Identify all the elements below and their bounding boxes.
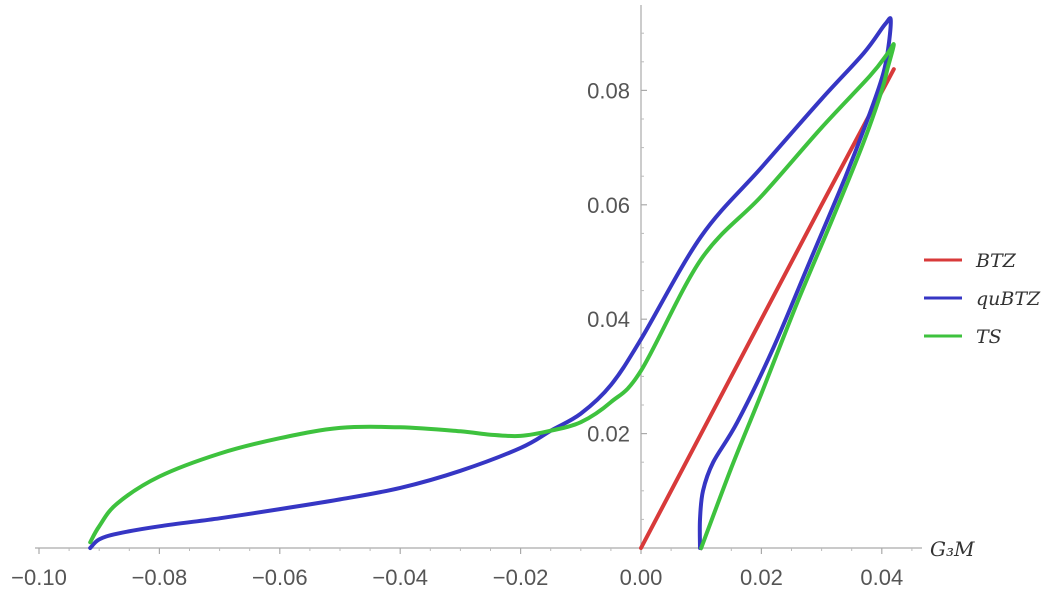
legend-label-ts: TS xyxy=(976,326,1002,348)
series-line-ts xyxy=(88,42,896,550)
legend-label-qubtz: quBTZ xyxy=(976,288,1041,310)
x-tick-label: 0.02 xyxy=(740,565,783,590)
x-tick-label: 0.00 xyxy=(620,565,663,590)
x-tick-label: −0.06 xyxy=(252,565,308,590)
axes: −0.10 −0.08 −0.06 −0.04 −0.02 0.00 0.02 0.04 0.… xyxy=(11,5,975,590)
x-tick-label: 0.04 xyxy=(860,565,903,590)
series-line-qubtz xyxy=(88,16,893,550)
legend: BTZ quBTZ TS xyxy=(924,250,1041,348)
y-tick-label: 0.04 xyxy=(587,307,630,332)
x-tick-label: −0.02 xyxy=(493,565,549,590)
series-layer xyxy=(88,16,896,550)
legend-label-btz: BTZ xyxy=(975,250,1017,272)
y-ticks: 0.02 0.04 0.06 0.08 xyxy=(587,32,647,520)
y-tick-label: 0.02 xyxy=(587,422,630,447)
y-tick-label: 0.06 xyxy=(587,193,630,218)
series-line-btz xyxy=(639,67,896,550)
x-tick-label: −0.10 xyxy=(11,565,67,590)
x-tick-label: −0.08 xyxy=(132,565,188,590)
y-tick-label: 0.08 xyxy=(587,78,630,103)
x-tick-label: −0.04 xyxy=(372,565,428,590)
x-axis-label: G₃M xyxy=(930,537,975,561)
x-ticks: −0.10 −0.08 −0.06 −0.04 −0.02 0.00 0.02 0.04 xyxy=(11,548,913,590)
